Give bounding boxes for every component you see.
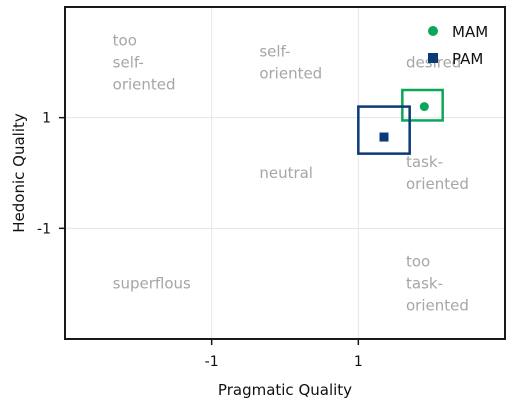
region-label: self- (259, 42, 290, 60)
y-tick-label: -1 (37, 221, 51, 237)
confidence-box-pam (357, 105, 411, 155)
data-points (379, 102, 429, 142)
axis-ticks: -1 1 1 -1 (37, 111, 363, 370)
y-tick-label: 1 (42, 111, 51, 127)
region-label: oriented (406, 297, 469, 315)
confidence-boxes (357, 88, 444, 155)
data-point-mam (419, 102, 429, 112)
region-label: oriented (259, 64, 322, 82)
legend-label: MAM (452, 23, 488, 41)
data-point-pam (379, 132, 389, 142)
quadrant-labels: tooself-orientedself-orienteddesiredneut… (113, 31, 469, 314)
x-tick-label: -1 (205, 354, 219, 370)
region-label: too (113, 31, 137, 49)
legend-marker-pam (428, 53, 438, 63)
legend-label: PAM (452, 50, 483, 68)
region-label: task- (406, 153, 443, 171)
confidence-box-mam (401, 88, 444, 122)
plot-frame (64, 6, 506, 340)
region-label: neutral (259, 164, 313, 182)
region-label: oriented (406, 175, 469, 193)
region-label: task- (406, 275, 443, 293)
x-tick-label: 1 (354, 354, 363, 370)
x-axis-label: Pragmatic Quality (218, 381, 352, 399)
legend: MAM PAM (428, 23, 488, 68)
region-label: oriented (113, 75, 176, 93)
legend-marker-mam (428, 26, 438, 36)
region-label: self- (113, 53, 144, 71)
grid-lines (65, 7, 505, 339)
y-axis-label: Hedonic Quality (10, 113, 28, 233)
region-label: superflous (113, 275, 191, 293)
region-label: too (406, 253, 430, 271)
